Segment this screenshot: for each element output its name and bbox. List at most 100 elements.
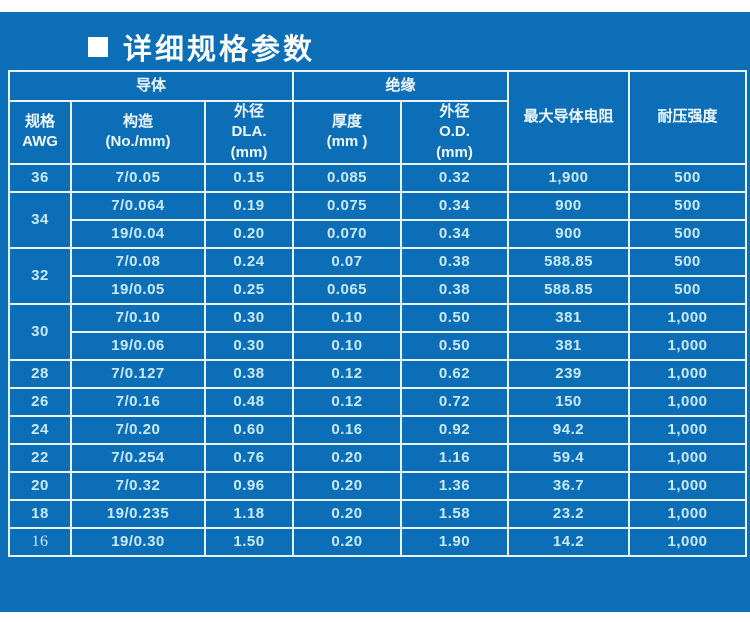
table-row: 22 7/0.254 0.76 0.20 1.16 59.4 1,000 — [8, 442, 748, 473]
cell-construction: 7/0.16 — [70, 386, 206, 417]
table-row: 18 19/0.235 1.18 0.20 1.58 23.2 1,000 — [8, 498, 748, 529]
cell-insulation-od: 0.38 — [399, 246, 510, 277]
cell-construction: 7/0.08 — [70, 246, 206, 277]
cell-max-conductor-resistance: 900 — [507, 218, 631, 249]
cell-insulation-od: 0.38 — [399, 274, 510, 305]
cell-insulation-od: 1.16 — [399, 442, 510, 473]
cell-conductor-od: 0.19 — [204, 190, 294, 221]
cell-conductor-od: 0.38 — [204, 358, 294, 389]
table-row: 36 7/0.05 0.15 0.085 0.32 1,900 500 — [8, 162, 748, 193]
blue-panel: 详细规格参数 导体 绝缘 最大导体电阻 耐压强度 规格 — [0, 12, 750, 612]
cell-max-conductor-resistance: 1,900 — [507, 162, 631, 193]
cell-construction: 19/0.05 — [70, 274, 206, 305]
header-awg: 规格 AWG — [8, 100, 72, 165]
cell-construction: 19/0.06 — [70, 330, 206, 361]
cell-thickness: 0.20 — [292, 498, 402, 529]
cell-withstand-voltage: 1,000 — [628, 526, 748, 557]
header-thickness: 厚度 (mm ) — [292, 100, 402, 165]
cell-withstand-voltage: 1,000 — [628, 414, 748, 445]
header-max-conductor-resistance: 最大导体电阻 — [507, 70, 631, 165]
cell-insulation-od: 0.34 — [399, 218, 510, 249]
cell-conductor-od: 0.96 — [204, 470, 294, 501]
table-row: 34 7/0.064 0.19 0.075 0.34 900 500 — [8, 190, 748, 249]
cell-conductor-od: 0.15 — [204, 162, 294, 193]
header-conductor-od: 外径 DLA. (mm) — [204, 100, 294, 165]
cell-max-conductor-resistance: 150 — [507, 386, 631, 417]
cell-insulation-od: 0.34 — [399, 190, 510, 221]
header-insulation-group: 绝缘 — [291, 70, 510, 102]
cell-awg: 18 — [8, 498, 72, 529]
header-conductor-group: 导体 — [8, 70, 294, 102]
cell-conductor-od: 1.18 — [204, 498, 294, 529]
header-sub-row: 规格 AWG 构造 (No./mm) 外径 DLA. (mm) 厚度 (mm )… — [8, 100, 746, 165]
cell-thickness: 0.20 — [292, 470, 402, 501]
header-insulation-od: 外径 O.D. (mm) — [399, 100, 510, 165]
table-row: 16 19/0.30 1.50 0.20 1.90 14.2 1,000 — [8, 526, 748, 557]
cell-insulation-od: 1.58 — [399, 498, 510, 529]
cell-thickness: 0.070 — [292, 218, 402, 249]
spec-table: 导体 绝缘 最大导体电阻 耐压强度 规格 AWG 构造 (No./mm) 外径 … — [8, 70, 748, 557]
table-row: 32 7/0.08 0.24 0.07 0.38 588.85 500 — [8, 246, 748, 305]
cell-awg: 20 — [8, 470, 72, 501]
table-row: 24 7/0.20 0.60 0.16 0.92 94.2 1,000 — [8, 414, 748, 445]
cell-conductor-od: 0.25 — [204, 274, 294, 305]
cell-construction: 7/0.127 — [70, 358, 206, 389]
cell-thickness: 0.10 — [292, 330, 402, 361]
cell-thickness: 0.16 — [292, 414, 402, 445]
cell-thickness: 0.20 — [292, 526, 402, 557]
cell-max-conductor-resistance: 94.2 — [507, 414, 631, 445]
cell-max-conductor-resistance: 239 — [507, 358, 631, 389]
cell-awg: 32 — [8, 246, 72, 305]
table-row: 19/0.06 0.30 0.10 0.50 381 1,000 — [9, 330, 748, 361]
cell-withstand-voltage: 1,000 — [628, 470, 748, 501]
cell-insulation-od: 1.90 — [399, 526, 510, 557]
cell-max-conductor-resistance: 23.2 — [507, 498, 631, 529]
cell-construction: 7/0.20 — [70, 414, 206, 445]
cell-construction: 19/0.30 — [70, 526, 206, 557]
cell-conductor-od: 0.24 — [204, 246, 294, 277]
cell-max-conductor-resistance: 14.2 — [507, 526, 631, 557]
cell-conductor-od: 0.30 — [204, 302, 294, 333]
cell-withstand-voltage: 1,000 — [628, 442, 748, 473]
table-row: 28 7/0.127 0.38 0.12 0.62 239 1,000 — [8, 358, 748, 389]
cell-construction: 19/0.235 — [70, 498, 206, 529]
cell-max-conductor-resistance: 588.85 — [507, 274, 631, 305]
header-construction: 构造 (No./mm) — [70, 100, 206, 165]
cell-awg: 24 — [8, 414, 72, 445]
cell-insulation-od: 0.50 — [399, 302, 510, 333]
cell-thickness: 0.20 — [292, 442, 402, 473]
cell-thickness: 0.065 — [292, 274, 402, 305]
cell-max-conductor-resistance: 381 — [507, 302, 631, 333]
cell-max-conductor-resistance: 36.7 — [507, 470, 631, 501]
cell-awg: 36 — [8, 162, 72, 193]
section-title: 详细规格参数 — [88, 26, 315, 68]
cell-construction: 7/0.254 — [70, 442, 206, 473]
cell-construction: 19/0.04 — [70, 218, 206, 249]
cell-thickness: 0.12 — [292, 386, 402, 417]
spec-table-body: 36 7/0.05 0.15 0.085 0.32 1,900 500 34 7/0.064 0.… — [8, 162, 748, 557]
cell-thickness: 0.12 — [292, 358, 402, 389]
cell-thickness: 0.07 — [292, 246, 402, 277]
cell-insulation-od: 0.92 — [399, 414, 510, 445]
cell-max-conductor-resistance: 381 — [507, 330, 631, 361]
page-title: 详细规格参数 — [123, 34, 316, 66]
header-withstand-voltage: 耐压强度 — [628, 70, 748, 165]
cell-thickness: 0.085 — [292, 162, 402, 193]
cell-awg: 26 — [8, 386, 72, 417]
cell-insulation-od: 0.72 — [399, 386, 510, 417]
cell-awg: 22 — [8, 442, 72, 473]
cell-withstand-voltage: 500 — [628, 162, 748, 193]
cell-conductor-od: 0.48 — [204, 386, 294, 417]
cell-insulation-od: 0.32 — [399, 162, 510, 193]
cell-withstand-voltage: 500 — [628, 246, 748, 277]
cell-construction: 7/0.10 — [70, 302, 206, 333]
cell-withstand-voltage: 500 — [628, 218, 748, 249]
cell-thickness: 0.075 — [292, 190, 402, 221]
cell-construction: 7/0.32 — [70, 470, 206, 501]
cell-awg: 30 — [8, 302, 72, 361]
cell-withstand-voltage: 1,000 — [628, 330, 748, 361]
cell-withstand-voltage: 1,000 — [628, 498, 748, 529]
cell-max-conductor-resistance: 900 — [507, 190, 631, 221]
cell-conductor-od: 0.20 — [204, 218, 294, 249]
